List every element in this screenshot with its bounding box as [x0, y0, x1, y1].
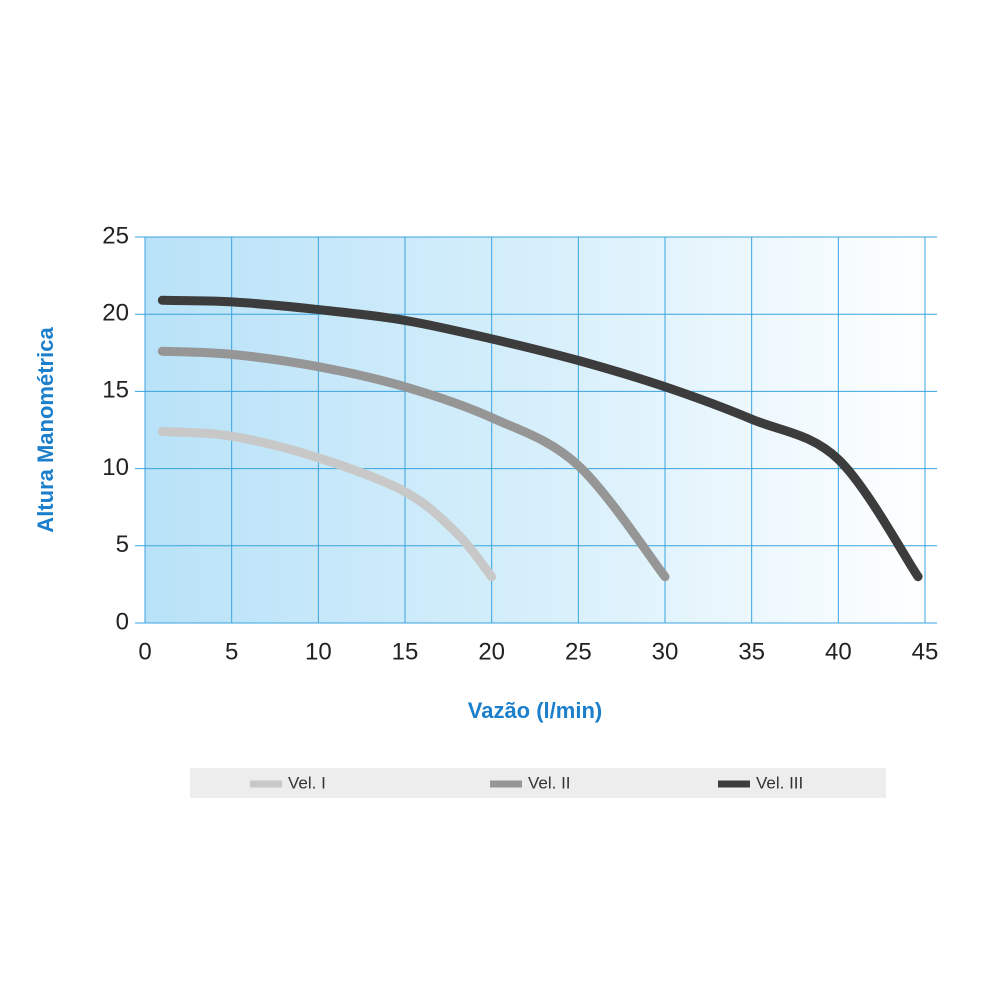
y-tick-label: 5: [116, 531, 129, 558]
x-axis-label: Vazão (l/min): [468, 698, 602, 723]
line: [157, 427, 497, 582]
x-tick-label: 45: [912, 638, 939, 665]
y-tick-label: 25: [102, 222, 129, 249]
legend-label: Vel. II: [528, 773, 571, 792]
x-tick-label: 40: [825, 638, 852, 665]
y-axis-label: Altura Manométrica: [33, 327, 58, 533]
line: [157, 295, 923, 582]
legend-label: Vel. I: [288, 773, 326, 792]
y-tick-label: 0: [116, 608, 129, 635]
x-tick-label: 35: [738, 638, 765, 665]
x-tick-label: 25: [565, 638, 592, 665]
x-tick-label: 0: [138, 638, 151, 665]
x-tick-label: 20: [478, 638, 505, 665]
legend-label: Vel. III: [756, 773, 803, 792]
legend-box: [190, 768, 886, 798]
x-tick-label: 10: [305, 638, 332, 665]
x-tick-label: 30: [652, 638, 679, 665]
line: [157, 346, 670, 582]
y-tick-label: 20: [102, 300, 129, 327]
x-tick-label: 15: [392, 638, 419, 665]
x-tick-label: 5: [225, 638, 238, 665]
y-tick-label: 10: [102, 454, 129, 481]
plot-background: [145, 237, 935, 623]
y-tick-label: 15: [102, 377, 129, 404]
